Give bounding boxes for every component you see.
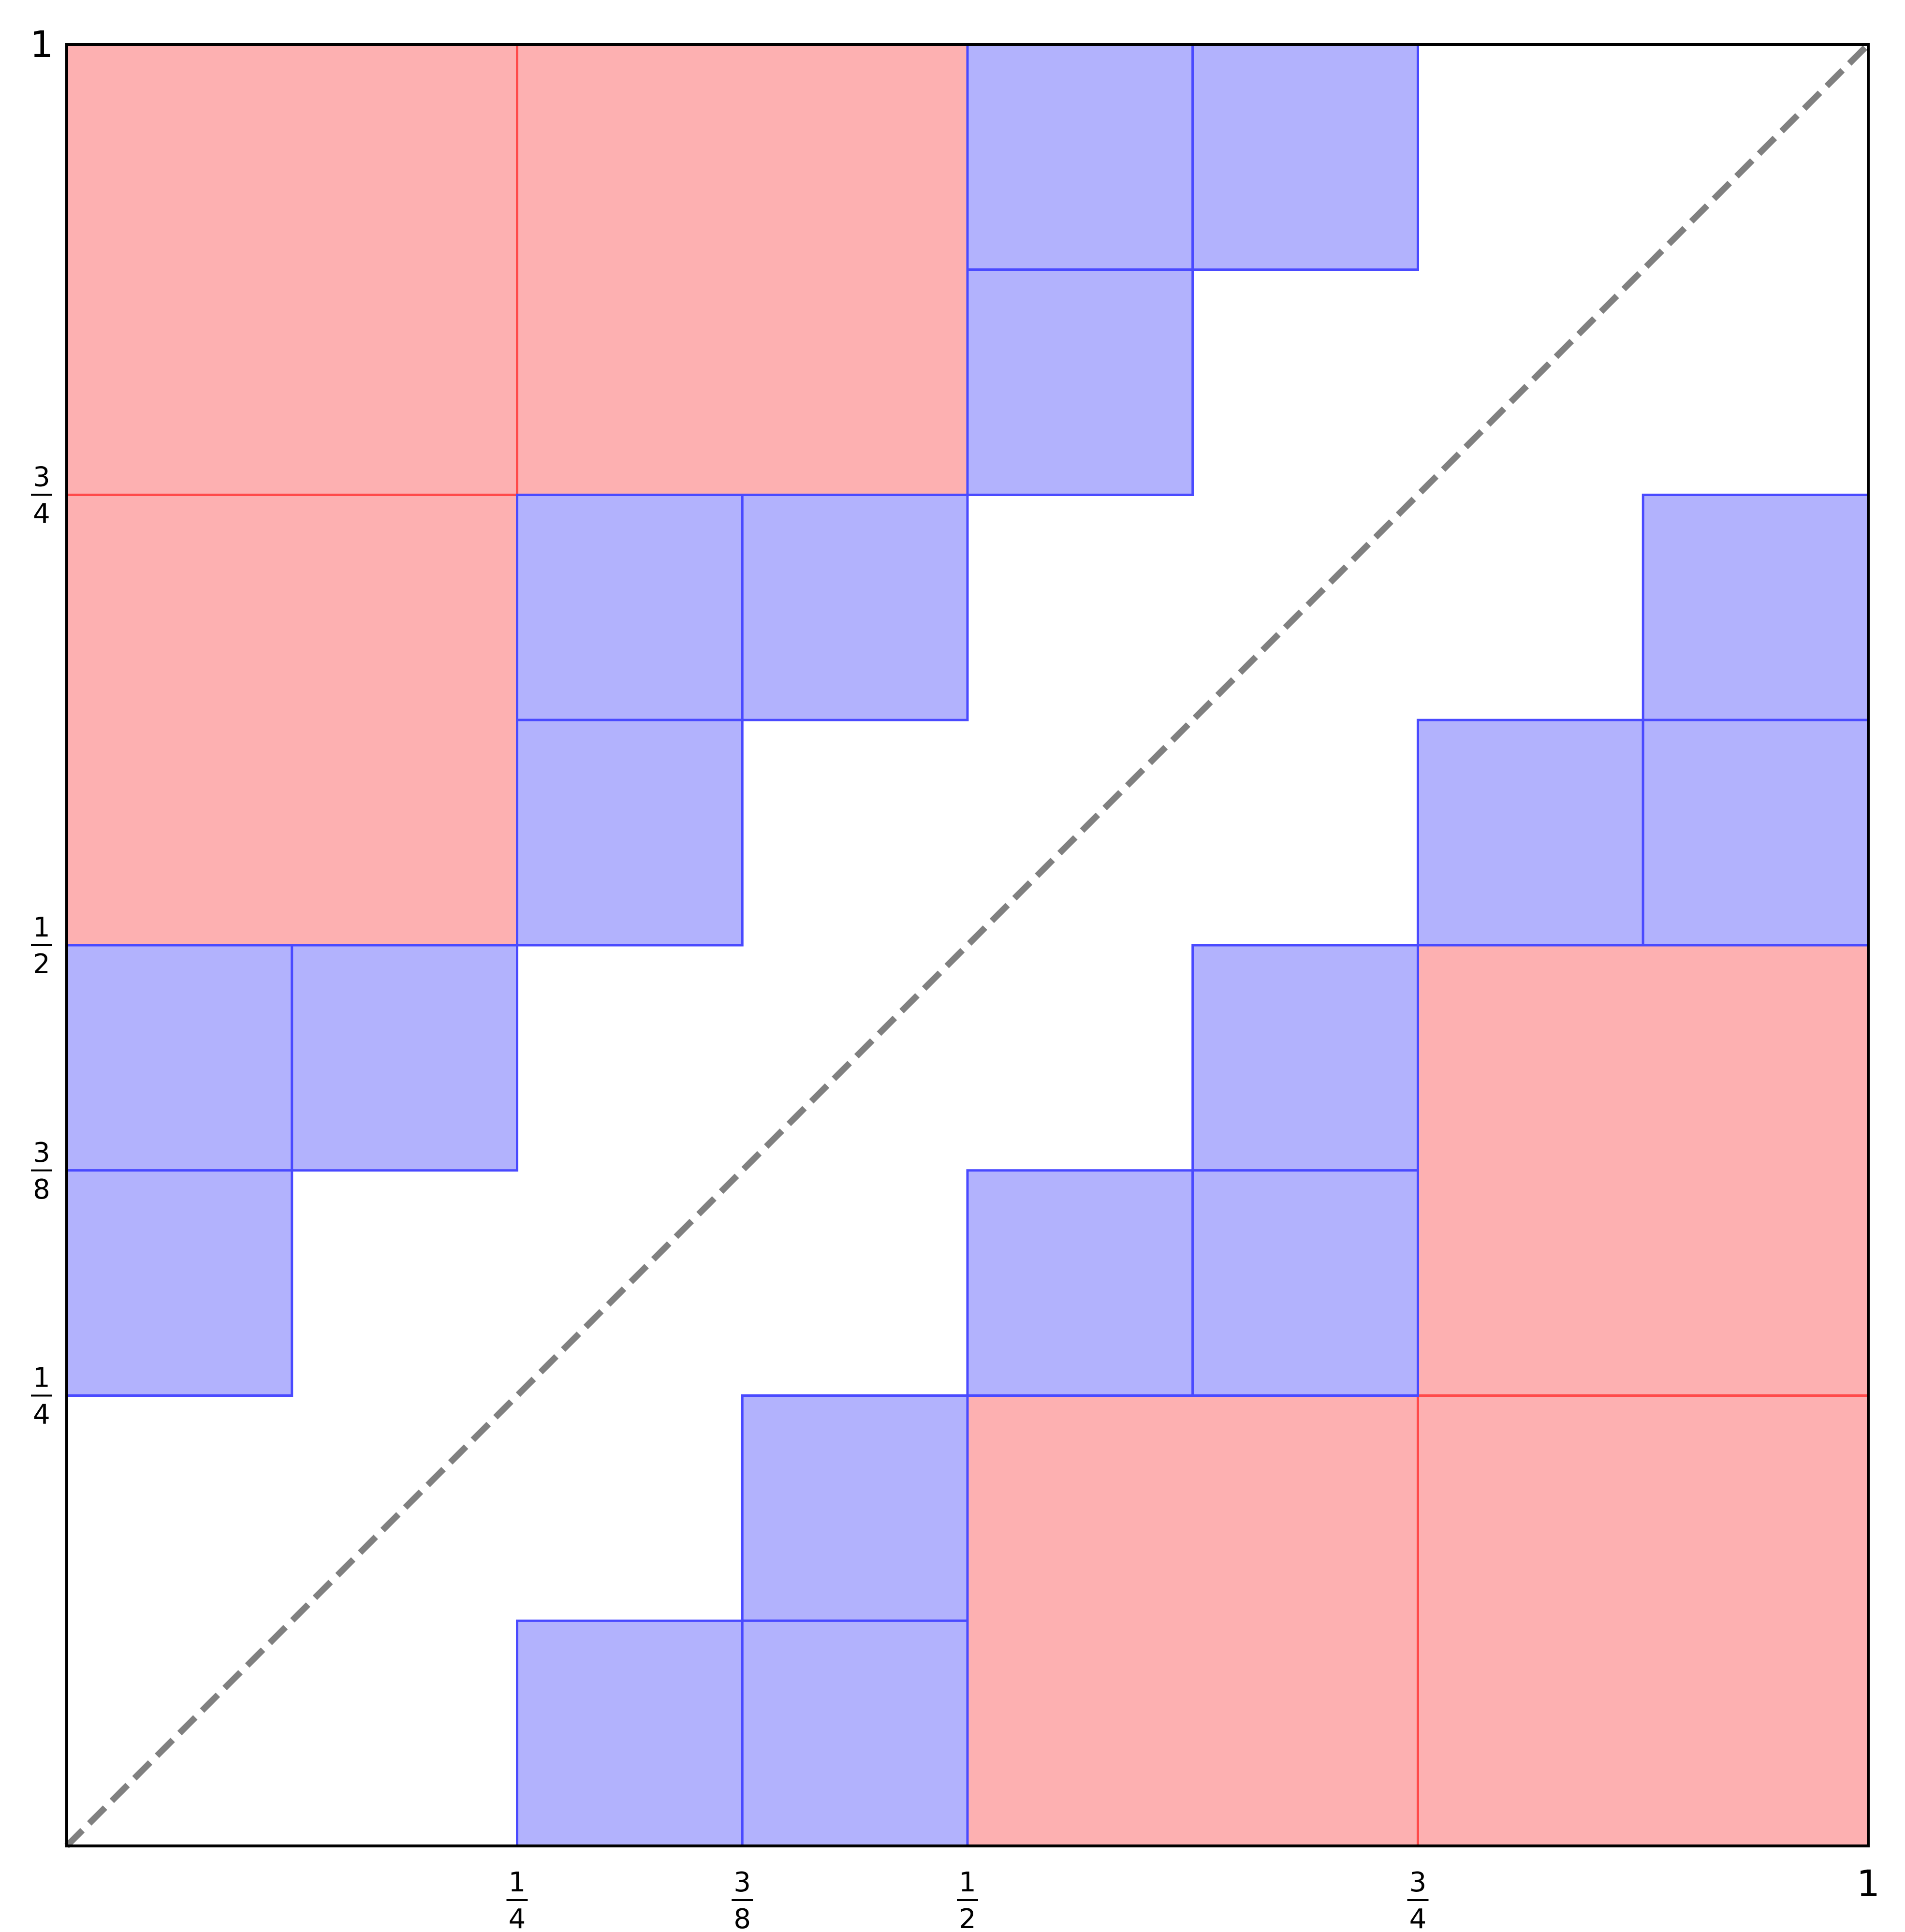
blue-square-14 — [966, 1169, 1194, 1397]
x-tick-numerator: 1 — [509, 1867, 526, 1898]
x-tick-denominator: 4 — [509, 1903, 526, 1932]
x-tick-label-2: 38 — [732, 1867, 753, 1932]
diagonal-dashed-line — [64, 42, 1871, 1848]
x-tick-denominator: 4 — [1409, 1903, 1427, 1932]
blue-square-13 — [1191, 944, 1419, 1172]
red-square-4 — [966, 1394, 1419, 1847]
x-tick-label-5: 1 — [1857, 1862, 1880, 1905]
red-square-5 — [1417, 1394, 1870, 1847]
y-tick-denominator: 8 — [33, 1174, 50, 1205]
blue-square-16 — [741, 1394, 969, 1622]
red-squares-group — [65, 43, 1870, 1847]
y-tick-label-2: 38 — [31, 1137, 52, 1205]
blue-square-2 — [1191, 43, 1419, 271]
blue-square-8 — [291, 944, 518, 1172]
x-tick-label-3: 12 — [957, 1867, 978, 1932]
red-square-2 — [516, 43, 969, 496]
blue-square-10 — [1641, 494, 1870, 721]
y-tick-numerator: 3 — [33, 462, 50, 493]
blue-square-9 — [65, 1169, 293, 1397]
y-tick-numerator: 1 — [33, 912, 50, 943]
blue-square-1 — [966, 43, 1194, 271]
blue-square-5 — [741, 494, 969, 721]
y-tick-denominator: 4 — [33, 1399, 50, 1431]
red-square-3 — [65, 494, 518, 947]
y-tick-denominator: 2 — [33, 949, 50, 980]
x-tick-denominator: 2 — [959, 1903, 976, 1932]
y-tick-label-3: 12 — [31, 912, 52, 980]
blue-square-15 — [1191, 1169, 1419, 1397]
blue-square-18 — [741, 1619, 969, 1847]
blue-square-11 — [1417, 718, 1644, 947]
x-tick-label-4: 34 — [1407, 1867, 1429, 1932]
blue-square-6 — [516, 718, 744, 947]
y-tick-denominator: 4 — [33, 498, 50, 530]
y-tick-numerator: 1 — [33, 1362, 50, 1394]
x-tick-label-1: 14 — [506, 1867, 528, 1932]
plot-frame — [65, 43, 1870, 1847]
blue-squares-group — [65, 43, 1870, 1847]
y-tick-label-1: 14 — [31, 1362, 52, 1431]
x-tick-denominator: 8 — [733, 1903, 751, 1932]
red-square-1 — [65, 43, 518, 496]
x-tick-numerator: 3 — [1409, 1867, 1427, 1898]
blue-square-17 — [516, 1619, 744, 1847]
blue-square-12 — [1641, 718, 1870, 947]
red-square-6 — [1417, 944, 1870, 1397]
blue-square-3 — [966, 268, 1194, 496]
blue-square-4 — [516, 494, 744, 721]
y-tick-label-4: 34 — [31, 462, 52, 530]
x-tick-numerator: 1 — [959, 1867, 976, 1898]
blue-square-7 — [65, 944, 293, 1172]
x-tick-numerator: 3 — [733, 1867, 751, 1898]
y-tick-numerator: 3 — [33, 1137, 50, 1169]
y-tick-label-5: 1 — [30, 23, 53, 66]
